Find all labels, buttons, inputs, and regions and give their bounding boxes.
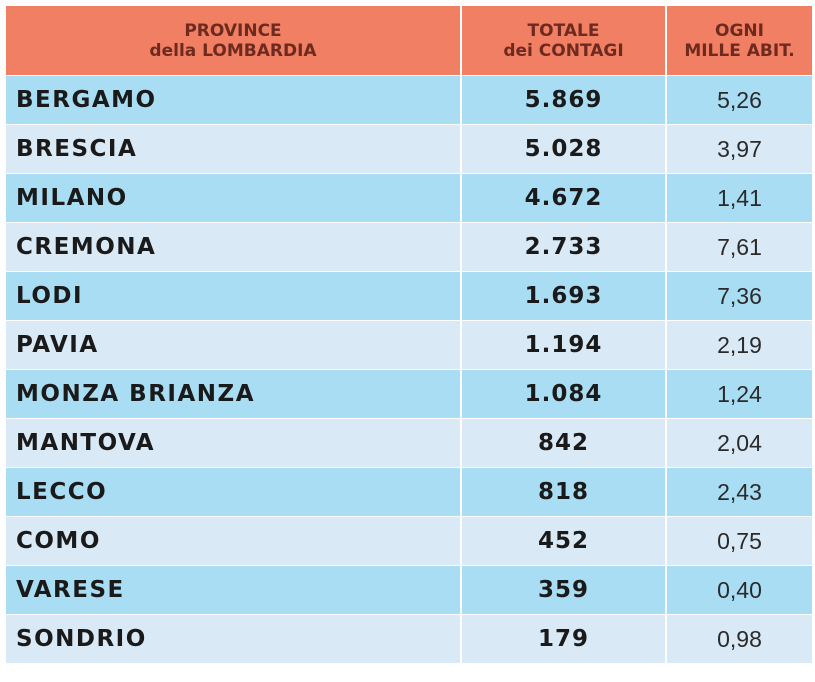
cases-per-thousand: 1,41 [666, 173, 812, 223]
table-row: LODI 1.693 7,36 [6, 271, 812, 321]
cases-per-thousand: 3,97 [666, 124, 812, 174]
total-cases: 842 [461, 418, 667, 468]
table-row: MONZA BRIANZA 1.084 1,24 [6, 369, 812, 419]
province-name: MILANO [6, 173, 462, 223]
cases-per-thousand: 2,04 [666, 418, 812, 468]
total-cases: 2.733 [461, 222, 667, 272]
cases-per-thousand: 1,24 [666, 369, 812, 419]
province-name: SONDRIO [6, 614, 462, 663]
province-name: BERGAMO [6, 75, 462, 125]
table-row: PAVIA 1.194 2,19 [6, 320, 812, 370]
table-row: LECCO 818 2,43 [6, 467, 812, 517]
header-rate-line1: OGNI [715, 20, 764, 41]
province-name: PAVIA [6, 320, 462, 370]
province-name: BRESCIA [6, 124, 462, 174]
header-rate: OGNI MILLE ABIT. [666, 6, 812, 76]
table-row: COMO 452 0,75 [6, 516, 812, 566]
province-name: CREMONA [6, 222, 462, 272]
header-province-line1: PROVINCE [184, 20, 282, 41]
header-total-line1: TOTALE [527, 20, 600, 41]
province-contagion-table: PROVINCE della LOMBARDIA TOTALE dei CONT… [6, 6, 812, 663]
cases-per-thousand: 0,40 [666, 565, 812, 615]
total-cases: 1.194 [461, 320, 667, 370]
header-total: TOTALE dei CONTAGI [461, 6, 667, 76]
total-cases: 359 [461, 565, 667, 615]
total-cases: 179 [461, 614, 667, 663]
table-row: SONDRIO 179 0,98 [6, 614, 812, 663]
province-name: LODI [6, 271, 462, 321]
table-body: BERGAMO 5.869 5,26 BRESCIA 5.028 3,97 MI… [6, 75, 812, 663]
contagion-table-container: PROVINCE della LOMBARDIA TOTALE dei CONT… [6, 6, 812, 668]
cases-per-thousand: 7,61 [666, 222, 812, 272]
province-name: MANTOVA [6, 418, 462, 468]
total-cases: 1.084 [461, 369, 667, 419]
table-row: CREMONA 2.733 7,61 [6, 222, 812, 272]
header-province-line2: della LOMBARDIA [149, 40, 317, 61]
header-province: PROVINCE della LOMBARDIA [6, 6, 462, 76]
total-cases: 1.693 [461, 271, 667, 321]
cases-per-thousand: 0,75 [666, 516, 812, 566]
total-cases: 5.869 [461, 75, 667, 125]
table-row: BRESCIA 5.028 3,97 [6, 124, 812, 174]
total-cases: 4.672 [461, 173, 667, 223]
total-cases: 5.028 [461, 124, 667, 174]
cases-per-thousand: 0,98 [666, 614, 812, 663]
cases-per-thousand: 2,43 [666, 467, 812, 517]
header-row: PROVINCE della LOMBARDIA TOTALE dei CONT… [6, 6, 812, 76]
cases-per-thousand: 7,36 [666, 271, 812, 321]
cases-per-thousand: 2,19 [666, 320, 812, 370]
table-row: BERGAMO 5.869 5,26 [6, 75, 812, 125]
province-name: VARESE [6, 565, 462, 615]
table-row: MILANO 4.672 1,41 [6, 173, 812, 223]
header-total-line2: dei CONTAGI [503, 40, 624, 61]
table-row: VARESE 359 0,40 [6, 565, 812, 615]
header-rate-line2: MILLE ABIT. [684, 40, 795, 61]
table-row: MANTOVA 842 2,04 [6, 418, 812, 468]
province-name: MONZA BRIANZA [6, 369, 462, 419]
province-name: COMO [6, 516, 462, 566]
total-cases: 818 [461, 467, 667, 517]
table-header: PROVINCE della LOMBARDIA TOTALE dei CONT… [6, 6, 812, 76]
total-cases: 452 [461, 516, 667, 566]
province-name: LECCO [6, 467, 462, 517]
cases-per-thousand: 5,26 [666, 75, 812, 125]
